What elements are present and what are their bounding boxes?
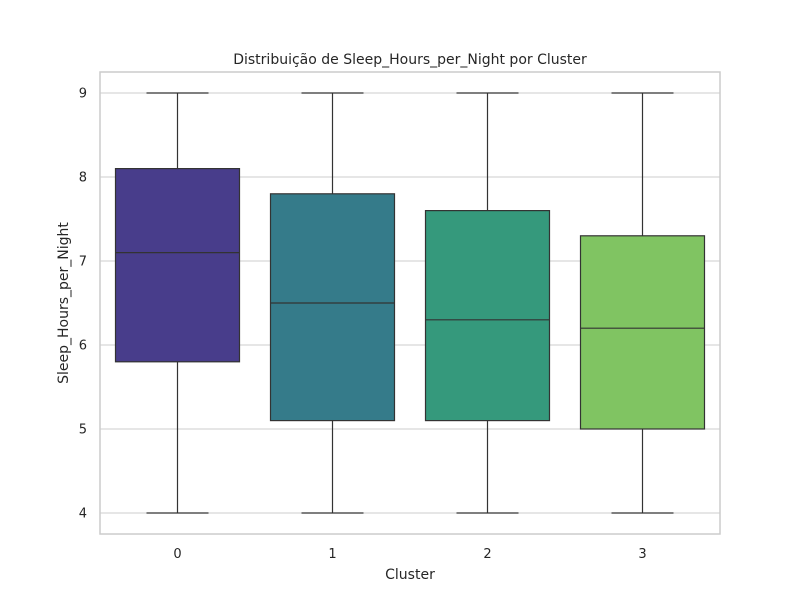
box-series xyxy=(114,92,706,514)
y-tick-label: 5 xyxy=(79,423,87,438)
box-group-cluster-3 xyxy=(579,92,706,514)
y-axis-label: Sleep_Hours_per_Night xyxy=(56,222,72,384)
y-tick-label: 4 xyxy=(79,507,87,522)
x-tick-label: 3 xyxy=(638,547,646,562)
plot-area-frame xyxy=(99,71,721,535)
y-axis-ticks: 4 5 6 7 8 9 xyxy=(79,87,87,522)
x-tick-label: 2 xyxy=(483,547,491,562)
y-tick-label: 8 xyxy=(79,171,87,186)
box-group-cluster-2 xyxy=(424,92,551,514)
y-tick-label: 9 xyxy=(79,87,87,102)
box-iqr xyxy=(114,168,241,363)
x-tick-label: 0 xyxy=(173,547,181,562)
x-axis-label: Cluster xyxy=(385,567,435,583)
x-tick-label: 1 xyxy=(328,547,336,562)
box-iqr xyxy=(269,193,396,422)
x-axis-ticks: 0 1 2 3 xyxy=(173,547,646,562)
y-tick-label: 6 xyxy=(79,339,87,354)
box-group-cluster-1 xyxy=(269,92,396,514)
box-iqr xyxy=(579,235,706,430)
y-tick-label: 7 xyxy=(79,255,87,270)
box-group-cluster-0 xyxy=(114,92,241,514)
box-iqr xyxy=(424,210,551,422)
chart-title: Distribuição de Sleep_Hours_per_Night po… xyxy=(233,52,587,68)
